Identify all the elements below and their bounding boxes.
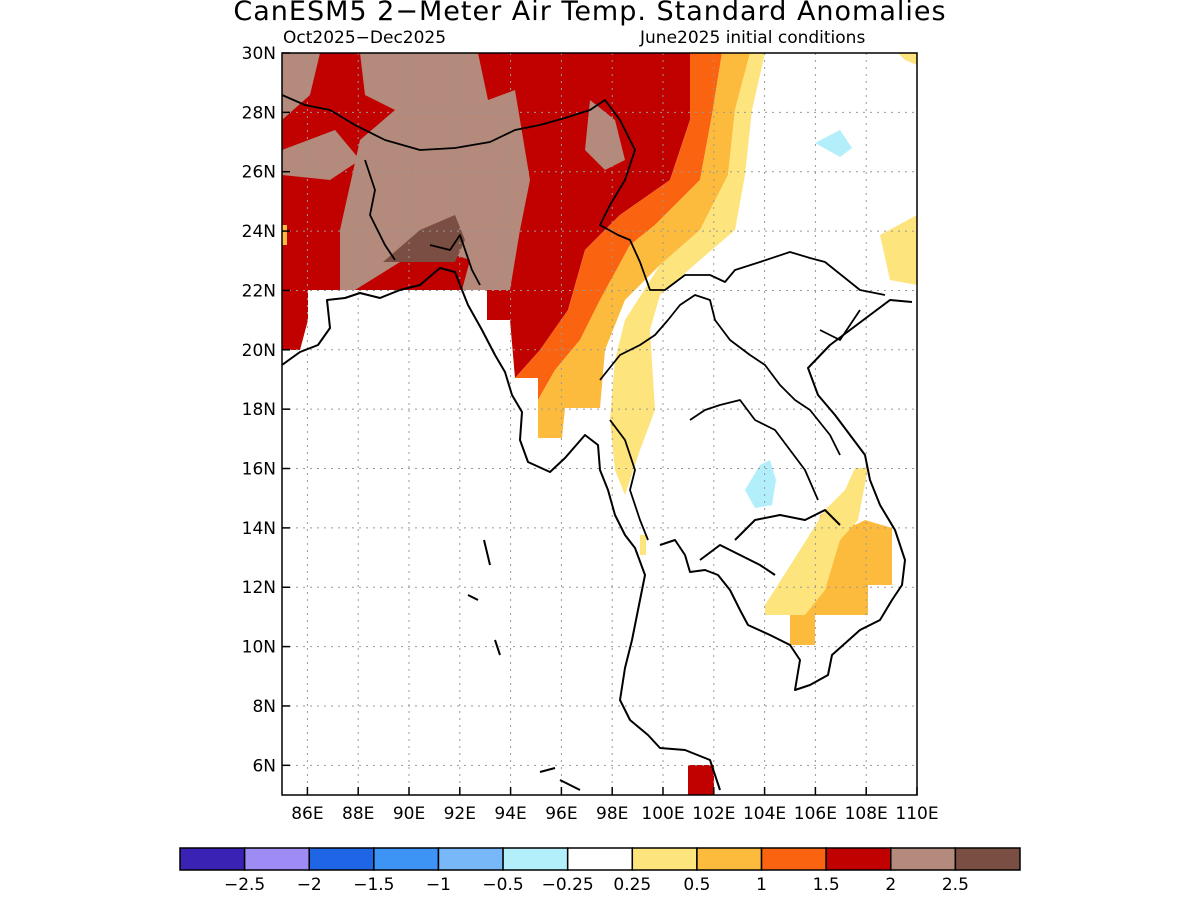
map-title: CanESM5 2−Meter Air Temp. Standard Anoma… bbox=[233, 0, 947, 27]
y-tick-label: 20N bbox=[242, 341, 276, 361]
y-tick-label: 28N bbox=[242, 103, 276, 123]
x-tick-label: 106E bbox=[794, 804, 837, 824]
x-tick-label: 100E bbox=[641, 804, 684, 824]
x-tick-label: 104E bbox=[743, 804, 786, 824]
y-axis-ticks: 6N 8N 10N 12N 14N 16N 18N 20N 22N 24N 26N 28N 30N bbox=[242, 44, 290, 776]
x-tick-label: 110E bbox=[895, 804, 938, 824]
colorbar-label: 1.5 bbox=[813, 875, 840, 895]
initial-conditions: June2025 initial conditions bbox=[640, 28, 866, 48]
colorbar-swatch bbox=[502, 847, 569, 871]
x-tick-label: 92E bbox=[444, 804, 476, 824]
colorbar-swatch bbox=[825, 847, 892, 871]
colorbar-label: −2 bbox=[297, 875, 322, 895]
anomaly-region-3 bbox=[383, 215, 465, 262]
colorbar-label: 2.5 bbox=[942, 875, 969, 895]
map-frame bbox=[281, 52, 918, 796]
colorbar-label: −1.5 bbox=[353, 875, 394, 895]
colorbar-swatch bbox=[373, 847, 440, 871]
colorbar-label: −0.5 bbox=[482, 875, 523, 895]
colorbar-label: 1 bbox=[756, 875, 767, 895]
y-tick-label: 10N bbox=[242, 638, 276, 658]
anomaly-region-neg-0-25 bbox=[745, 130, 852, 508]
y-tick-label: 8N bbox=[252, 697, 276, 717]
colorbar-swatch bbox=[179, 847, 246, 871]
colorbar-label: −1 bbox=[426, 875, 451, 895]
x-tick-label: 88E bbox=[342, 804, 374, 824]
colorbar-swatch bbox=[890, 847, 957, 871]
colorbar-swatch bbox=[566, 847, 634, 871]
x-tick-label: 90E bbox=[393, 804, 425, 824]
colorbar-label: 0.25 bbox=[613, 875, 651, 895]
colorbar-swatch bbox=[437, 847, 504, 871]
y-tick-label: 18N bbox=[242, 400, 276, 420]
colorbar-swatch bbox=[308, 847, 375, 871]
colorbar-swatch bbox=[243, 847, 310, 871]
colorbar-swatch bbox=[760, 847, 827, 871]
x-axis-ticks: 86E 88E 90E 92E 94E 96E 98E 100E 102E 104E 106E 108… bbox=[291, 787, 939, 824]
y-tick-label: 24N bbox=[242, 222, 276, 242]
x-tick-label: 86E bbox=[291, 804, 323, 824]
y-tick-label: 6N bbox=[252, 756, 276, 776]
x-tick-label: 108E bbox=[845, 804, 888, 824]
x-tick-label: 98E bbox=[596, 804, 628, 824]
colorbar-label: 0.5 bbox=[683, 875, 710, 895]
forecast-period: Oct2025−Dec2025 bbox=[283, 28, 447, 48]
x-tick-label: 96E bbox=[545, 804, 577, 824]
colorbar-label: −2.5 bbox=[224, 875, 265, 895]
y-tick-label: 30N bbox=[242, 44, 276, 64]
x-tick-label: 102E bbox=[692, 804, 735, 824]
y-tick-label: 14N bbox=[242, 519, 276, 539]
colorbar-label: 2 bbox=[885, 875, 896, 895]
country-borders bbox=[282, 94, 886, 541]
anomaly-region-1 bbox=[538, 53, 892, 645]
anomaly-region-2-south bbox=[688, 765, 714, 795]
colorbar-swatch bbox=[954, 847, 1021, 871]
colorbar-swatch bbox=[696, 847, 763, 871]
y-tick-label: 12N bbox=[242, 578, 276, 598]
x-tick-label: 94E bbox=[494, 804, 526, 824]
y-tick-label: 26N bbox=[242, 163, 276, 183]
y-tick-label: 22N bbox=[242, 281, 276, 301]
anomaly-region-1-5 bbox=[515, 53, 722, 400]
colorbar: −2.5 −2 −1.5 −1 −0.5 −0.25 0.25 0.5 1 1.5 2 2.5 bbox=[179, 847, 1021, 895]
coastlines bbox=[282, 267, 913, 791]
colorbar-swatch bbox=[631, 847, 698, 871]
y-tick-label: 16N bbox=[242, 460, 276, 480]
colorbar-label: −0.25 bbox=[542, 875, 594, 895]
